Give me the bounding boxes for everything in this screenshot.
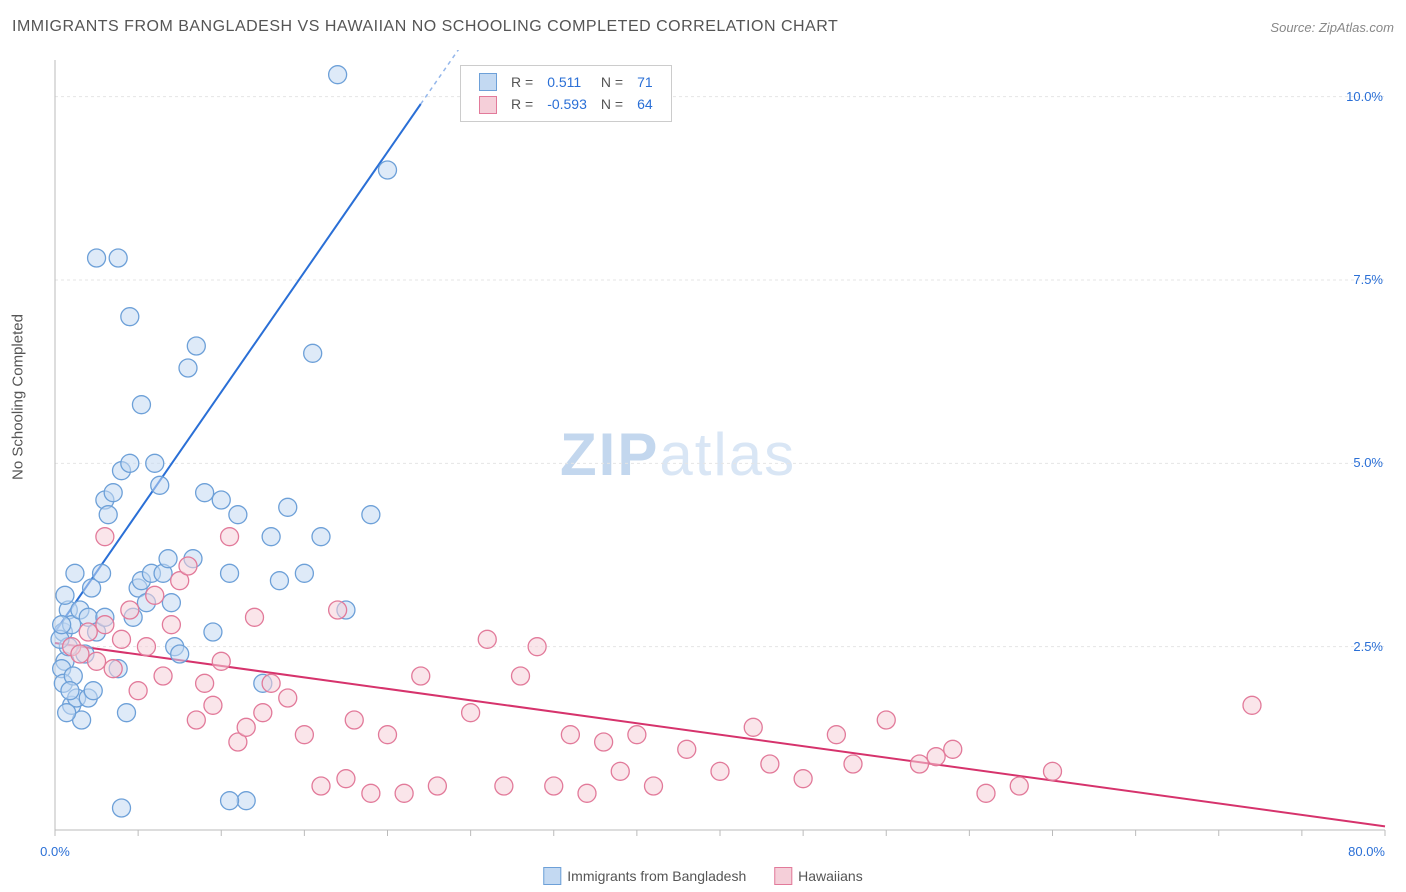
tick-label: 5.0% xyxy=(1353,455,1383,470)
source-label: Source: xyxy=(1270,20,1315,35)
tick-label: 80.0% xyxy=(1348,844,1385,859)
chart-source: Source: ZipAtlas.com xyxy=(1270,20,1394,35)
scatter-plot xyxy=(0,50,1406,892)
stat-label-r: R = xyxy=(505,72,539,92)
legend-item-1: Hawaiians xyxy=(774,867,863,885)
legend-swatch-1 xyxy=(774,867,792,885)
legend-label-0: Immigrants from Bangladesh xyxy=(567,868,746,884)
legend-label-1: Hawaiians xyxy=(798,868,863,884)
stats-row-series-1: R = -0.593 N = 64 xyxy=(473,94,659,114)
stat-label-n: N = xyxy=(595,94,629,114)
stat-value-r-1: -0.593 xyxy=(541,94,593,114)
stat-value-r-0: 0.511 xyxy=(541,72,593,92)
stat-label-r: R = xyxy=(505,94,539,114)
legend-item-0: Immigrants from Bangladesh xyxy=(543,867,746,885)
bottom-legend: Immigrants from Bangladesh Hawaiians xyxy=(531,867,874,888)
stat-value-n-1: 64 xyxy=(631,94,659,114)
stat-label-n: N = xyxy=(595,72,629,92)
chart-title: IMMIGRANTS FROM BANGLADESH VS HAWAIIAN N… xyxy=(12,18,838,35)
swatch-series-0 xyxy=(479,73,497,91)
tick-label: 2.5% xyxy=(1353,639,1383,654)
chart-area: No Schooling Completed ZIPatlas R = 0.51… xyxy=(0,50,1406,892)
tick-label: 7.5% xyxy=(1353,272,1383,287)
chart-header: IMMIGRANTS FROM BANGLADESH VS HAWAIIAN N… xyxy=(12,18,1394,48)
stats-legend: R = 0.511 N = 71 R = -0.593 N = 64 xyxy=(460,65,672,122)
legend-swatch-0 xyxy=(543,867,561,885)
stat-value-n-0: 71 xyxy=(631,72,659,92)
stats-table: R = 0.511 N = 71 R = -0.593 N = 64 xyxy=(471,70,661,117)
tick-label: 10.0% xyxy=(1346,89,1383,104)
source-value: ZipAtlas.com xyxy=(1319,20,1394,35)
tick-label: 0.0% xyxy=(40,844,70,859)
swatch-series-1 xyxy=(479,96,497,114)
stats-row-series-0: R = 0.511 N = 71 xyxy=(473,72,659,92)
